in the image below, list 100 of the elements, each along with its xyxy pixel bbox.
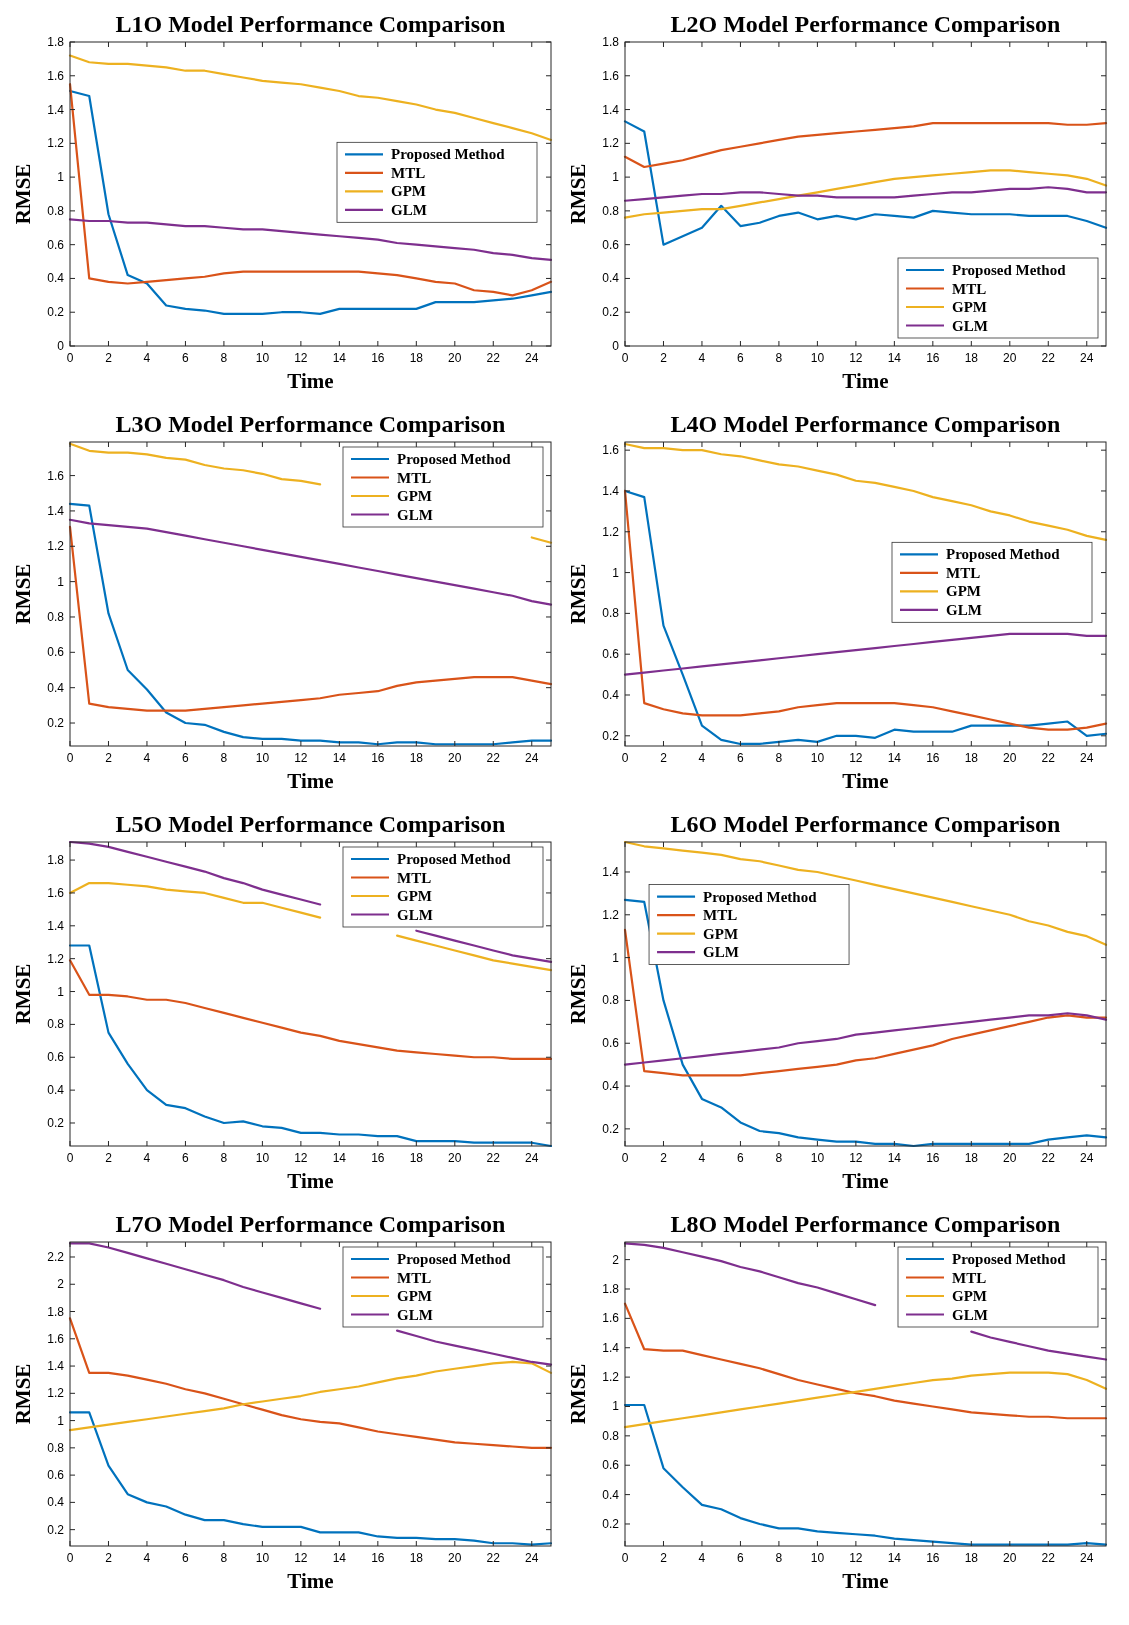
x-tick-label: 4 bbox=[143, 351, 151, 365]
chart-title: L6O Model Performance Comparison bbox=[670, 811, 1061, 837]
x-tick-label: 24 bbox=[1080, 751, 1094, 765]
x-tick-label: 0 bbox=[621, 1551, 629, 1565]
x-tick-label: 6 bbox=[737, 351, 745, 365]
legend-label: MTL bbox=[952, 280, 987, 297]
line-series bbox=[68, 218, 553, 261]
chart-title: L1O Model Performance Comparison bbox=[115, 11, 506, 37]
y-tick-label: 1.4 bbox=[602, 483, 620, 498]
y-tick-label: 0.4 bbox=[47, 680, 65, 695]
x-tick-label: 8 bbox=[775, 751, 783, 765]
x-tick-label: 14 bbox=[887, 351, 902, 365]
y-tick-label: 0.8 bbox=[602, 606, 620, 621]
y-tick-label: 1.8 bbox=[47, 35, 65, 49]
y-axis-title: RMSE bbox=[11, 1363, 35, 1425]
legend-label: GPM bbox=[703, 925, 739, 942]
legend-label: Proposed Method bbox=[397, 451, 512, 467]
x-tick-label: 22 bbox=[486, 1151, 501, 1165]
y-axis-title: RMSE bbox=[566, 163, 590, 225]
x-tick-label: 24 bbox=[525, 751, 539, 765]
chart-title: L8O Model Performance Comparison bbox=[670, 1211, 1061, 1237]
chart-title: L2O Model Performance Comparison bbox=[670, 11, 1061, 37]
y-tick-label: 0.6 bbox=[602, 237, 620, 252]
x-tick-label: 10 bbox=[255, 1151, 270, 1165]
x-tick-label: 16 bbox=[371, 1551, 385, 1565]
x-tick-label: 14 bbox=[887, 1151, 902, 1165]
y-tick-label: 0.6 bbox=[47, 237, 65, 252]
legend-label: Proposed Method bbox=[703, 888, 818, 905]
legend-label: Proposed Method bbox=[952, 262, 1067, 278]
x-tick-label: 2 bbox=[105, 351, 113, 365]
y-tick-label: 1 bbox=[57, 1413, 65, 1428]
x-tick-label: 12 bbox=[294, 1551, 308, 1565]
y-tick-label: 0.2 bbox=[47, 716, 65, 731]
chart-title: L4O Model Performance Comparison bbox=[670, 411, 1061, 437]
x-tick-label: 0 bbox=[66, 1551, 74, 1565]
line-series bbox=[623, 632, 1108, 676]
y-axis-title: RMSE bbox=[11, 563, 35, 625]
y-tick-label: 1.2 bbox=[47, 951, 65, 966]
x-tick-label: 16 bbox=[926, 1151, 940, 1165]
y-tick-label: 0.6 bbox=[47, 1468, 65, 1483]
x-tick-label: 10 bbox=[810, 351, 825, 365]
x-tick-label: 22 bbox=[486, 351, 501, 365]
y-tick-label: 0.6 bbox=[47, 1050, 65, 1065]
y-tick-label: 1.2 bbox=[602, 1370, 620, 1385]
x-tick-label: 18 bbox=[964, 751, 979, 765]
y-tick-label: 1.2 bbox=[47, 1386, 65, 1401]
x-tick-label: 20 bbox=[448, 1151, 462, 1165]
x-tick-label: 2 bbox=[105, 1151, 113, 1165]
y-axis-title: RMSE bbox=[566, 563, 590, 625]
legend-label: GLM bbox=[391, 201, 427, 218]
legend-label: GPM bbox=[946, 583, 981, 600]
y-tick-label: 2.2 bbox=[47, 1250, 65, 1264]
y-tick-label: 1.4 bbox=[47, 102, 65, 117]
y-tick-label: 1.6 bbox=[47, 468, 65, 483]
y-tick-label: 1.8 bbox=[47, 1304, 65, 1319]
x-tick-label: 22 bbox=[486, 1551, 501, 1565]
x-tick-label: 6 bbox=[182, 1151, 190, 1165]
y-tick-label: 1 bbox=[57, 574, 65, 589]
x-tick-label: 10 bbox=[810, 1551, 825, 1565]
y-tick-label: 1.6 bbox=[602, 1311, 620, 1326]
y-tick-label: 0.2 bbox=[602, 728, 620, 743]
x-tick-label: 4 bbox=[143, 1551, 151, 1565]
legend-label: GPM bbox=[397, 888, 432, 904]
x-tick-label: 18 bbox=[964, 351, 979, 365]
legend-label: GPM bbox=[952, 1288, 987, 1304]
legend-label: GPM bbox=[397, 1288, 432, 1304]
x-tick-label: 18 bbox=[964, 1151, 979, 1165]
x-tick-label: 14 bbox=[887, 1551, 902, 1565]
y-tick-label: 1.4 bbox=[602, 1340, 620, 1355]
x-tick-label: 10 bbox=[255, 351, 270, 365]
y-tick-label: 0.8 bbox=[47, 1440, 65, 1455]
x-tick-label: 2 bbox=[660, 351, 668, 365]
legend-label: GLM bbox=[397, 506, 433, 523]
line-series bbox=[623, 186, 1108, 202]
x-tick-label: 2 bbox=[105, 1551, 113, 1565]
x-tick-label: 12 bbox=[849, 351, 863, 365]
chart-title: L3O Model Performance Comparison bbox=[115, 411, 506, 437]
x-tick-label: 20 bbox=[1003, 1551, 1017, 1565]
y-tick-label: 1 bbox=[612, 1399, 620, 1414]
y-tick-label: 0 bbox=[57, 339, 65, 353]
x-tick-label: 22 bbox=[1041, 1151, 1056, 1165]
x-tick-label: 2 bbox=[660, 1551, 668, 1565]
legend-label: Proposed Method bbox=[946, 546, 1061, 563]
y-tick-label: 1.6 bbox=[602, 443, 620, 458]
x-tick-label: 6 bbox=[737, 1151, 745, 1165]
x-tick-label: 20 bbox=[1003, 351, 1017, 365]
x-tick-label: 18 bbox=[409, 351, 424, 365]
y-tick-label: 0.2 bbox=[47, 305, 65, 320]
x-tick-label: 20 bbox=[448, 351, 462, 365]
x-tick-label: 16 bbox=[926, 751, 940, 765]
legend-label: MTL bbox=[391, 164, 426, 181]
y-axis-title: RMSE bbox=[566, 1363, 590, 1425]
x-tick-label: 12 bbox=[849, 1151, 863, 1165]
x-tick-label: 8 bbox=[220, 751, 228, 765]
x-tick-label: 24 bbox=[1080, 1551, 1094, 1565]
x-axis-title: Time bbox=[287, 369, 334, 393]
y-tick-label: 0.4 bbox=[47, 1083, 65, 1098]
x-tick-label: 12 bbox=[849, 1551, 863, 1565]
y-tick-label: 0.4 bbox=[602, 1079, 620, 1094]
y-tick-label: 1.2 bbox=[602, 907, 620, 922]
